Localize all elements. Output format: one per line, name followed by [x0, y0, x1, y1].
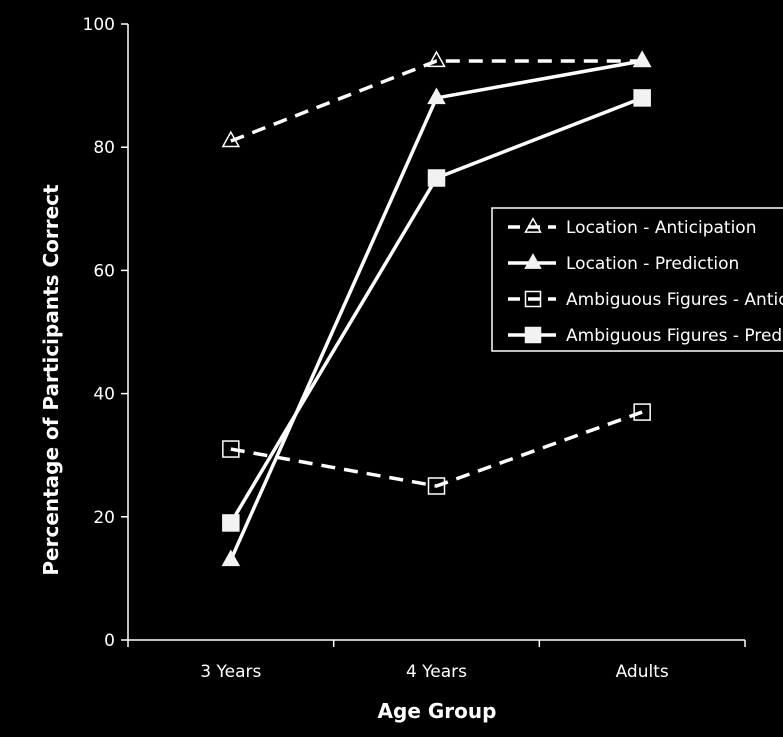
- legend-marker: [524, 253, 542, 269]
- plot-series: [221, 50, 652, 567]
- y-axis-title: Percentage of Participants Correct: [39, 184, 63, 576]
- data-point: [221, 549, 241, 567]
- legend-label: Ambiguous Figures - Prediction: [566, 326, 783, 346]
- series-line: [230, 410, 643, 488]
- data-point: [632, 50, 652, 68]
- data-point: [427, 50, 446, 68]
- y-tick-label: 40: [93, 385, 115, 405]
- y-tick-label: 0: [104, 631, 115, 651]
- legend-marker: [524, 290, 542, 308]
- data-point: [222, 514, 240, 532]
- x-tick-label: 3 Years: [200, 662, 261, 682]
- legend-marker: [524, 326, 542, 344]
- legend-label: Ambiguous Figures - Anticipation: [566, 290, 783, 310]
- x-axis-title: Age Group: [378, 699, 497, 723]
- data-point: [427, 87, 446, 105]
- y-tick-label: 100: [83, 15, 115, 35]
- data-point: [222, 440, 240, 458]
- x-tick-label: 4 Years: [406, 662, 467, 682]
- data-point: [427, 477, 446, 495]
- y-axis-ticks: 0 20 40 60 80 100: [83, 15, 128, 651]
- y-tick-label: 60: [93, 261, 115, 281]
- legend-label: Location - Anticipation: [566, 218, 756, 238]
- series-3: [222, 89, 651, 532]
- data-point: [221, 130, 241, 148]
- axes: [127, 24, 745, 641]
- y-tick-label: 80: [93, 138, 115, 158]
- data-point: [633, 89, 651, 107]
- x-axis-ticks: 3 Years 4 Years Adults: [127, 640, 746, 682]
- data-point: [633, 403, 651, 421]
- legend: Location - Anticipation Location - Predic…: [491, 207, 783, 352]
- x-tick-label: Adults: [616, 662, 669, 682]
- legend-marker: [524, 217, 542, 233]
- series-2: [222, 403, 651, 495]
- data-point: [427, 169, 446, 187]
- series-line: [230, 59, 643, 143]
- legend-label: Location - Prediction: [566, 254, 739, 274]
- y-tick-label: 20: [93, 508, 115, 528]
